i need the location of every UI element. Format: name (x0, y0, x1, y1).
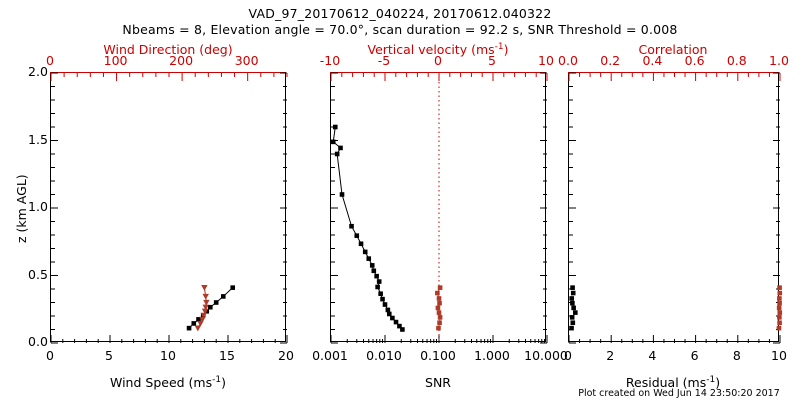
plot-title-line1: VAD_97_20170612_040224, 20170612.040322 (248, 6, 552, 21)
panel-residual (568, 72, 783, 344)
wind-xlabel-sup: -1 (212, 375, 222, 385)
wind-toptick-300: 300 (234, 53, 259, 68)
snr-xtick-1.000: 1.000 (474, 348, 510, 363)
panel-residual-plot-area (568, 72, 783, 344)
panel-residual-bottom-axis-label: Residual (ms-1) (626, 375, 720, 390)
residual-xtick-6: 6 (690, 348, 699, 363)
snr-xtick-0.010: 0.010 (366, 348, 402, 363)
wind-xtick-20: 20 (278, 348, 294, 363)
residual-xtick-2: 2 (606, 348, 615, 363)
y-tick-0.0: 0.0 (28, 334, 48, 349)
residual-toptick-1.0: 1.0 (769, 53, 789, 68)
snr-toptick--10: -10 (319, 53, 341, 68)
panel-residual-top-axis-label: Correlation (638, 42, 708, 57)
residual-xtick-10: 10 (771, 348, 787, 363)
y-tick-2.0: 2.0 (28, 64, 48, 79)
panel-snr-top-axis-label: Vertical velocity (ms-1) (367, 42, 508, 57)
footer-timestamp: Plot created on Wed Jun 14 23:50:20 2017 (578, 388, 780, 399)
res-xlabel-sup: -1 (706, 375, 716, 385)
wind-xlabel-main: Wind Speed (ms (110, 375, 213, 391)
wind-xtick-0: 0 (46, 348, 54, 363)
res-xlabel-main: Residual (ms (625, 375, 707, 391)
plot-title-line2: Nbeams = 8, Elevation angle = 70.0°, sca… (122, 22, 678, 37)
panel-wind-top-axis-label: Wind Direction (deg) (103, 42, 233, 57)
wind-xlabel-tail: ) (221, 375, 226, 391)
snr-xtick-10.000: 10.000 (524, 348, 568, 363)
snr-toplabel-sup: -1 (494, 42, 504, 52)
y-axis-label: z (km AGL) (14, 174, 29, 243)
snr-toptick-5: 5 (488, 53, 496, 68)
panel-wind-plot-area (50, 72, 288, 344)
snr-toptick-0: 0 (434, 53, 442, 68)
panel-snr-bottom-axis-label: SNR (425, 375, 451, 390)
wind-toptick-200: 200 (169, 53, 194, 68)
snr-xtick-0.001: 0.001 (312, 348, 348, 363)
y-tick-0.5: 0.5 (28, 266, 48, 282)
residual-xtick-4: 4 (648, 348, 657, 363)
panel-snr-top-frame (330, 72, 546, 73)
panel-wind-top-frame (50, 72, 286, 73)
snr-toplabel-main: Vertical velocity (ms (367, 42, 495, 58)
snr-toplabel-tail: ) (503, 42, 509, 58)
residual-toptick-0.8: 0.8 (726, 53, 747, 68)
wind-xtick-15: 15 (219, 348, 235, 363)
wind-toptick-0: 0 (46, 53, 54, 68)
residual-xtick-0: 0 (564, 348, 572, 363)
panel-wind-bottom-axis-label: Wind Speed (ms-1) (110, 375, 226, 390)
residual-toptick-0.2: 0.2 (600, 53, 621, 68)
residual-toptick-0.6: 0.6 (684, 53, 705, 68)
snr-toptick-10: 10 (538, 53, 554, 68)
panel-snr (330, 72, 548, 344)
panel-wind-speed (50, 72, 288, 344)
residual-toptick-0.4: 0.4 (642, 53, 663, 68)
panel-residual-top-frame (568, 72, 779, 73)
snr-toptick--5: -5 (377, 53, 391, 68)
wind-xtick-5: 5 (105, 348, 113, 363)
y-tick-1.5: 1.5 (28, 131, 48, 147)
wind-toptick-100: 100 (103, 53, 128, 68)
wind-xtick-10: 10 (160, 348, 176, 363)
res-xlabel-tail: ) (715, 375, 721, 391)
y-tick-1.0: 1.0 (28, 199, 48, 214)
residual-xtick-8: 8 (732, 348, 741, 363)
residual-toptick-0.0: 0.0 (558, 53, 578, 68)
snr-xtick-0.100: 0.100 (420, 348, 456, 363)
panel-snr-plot-area (330, 72, 548, 344)
